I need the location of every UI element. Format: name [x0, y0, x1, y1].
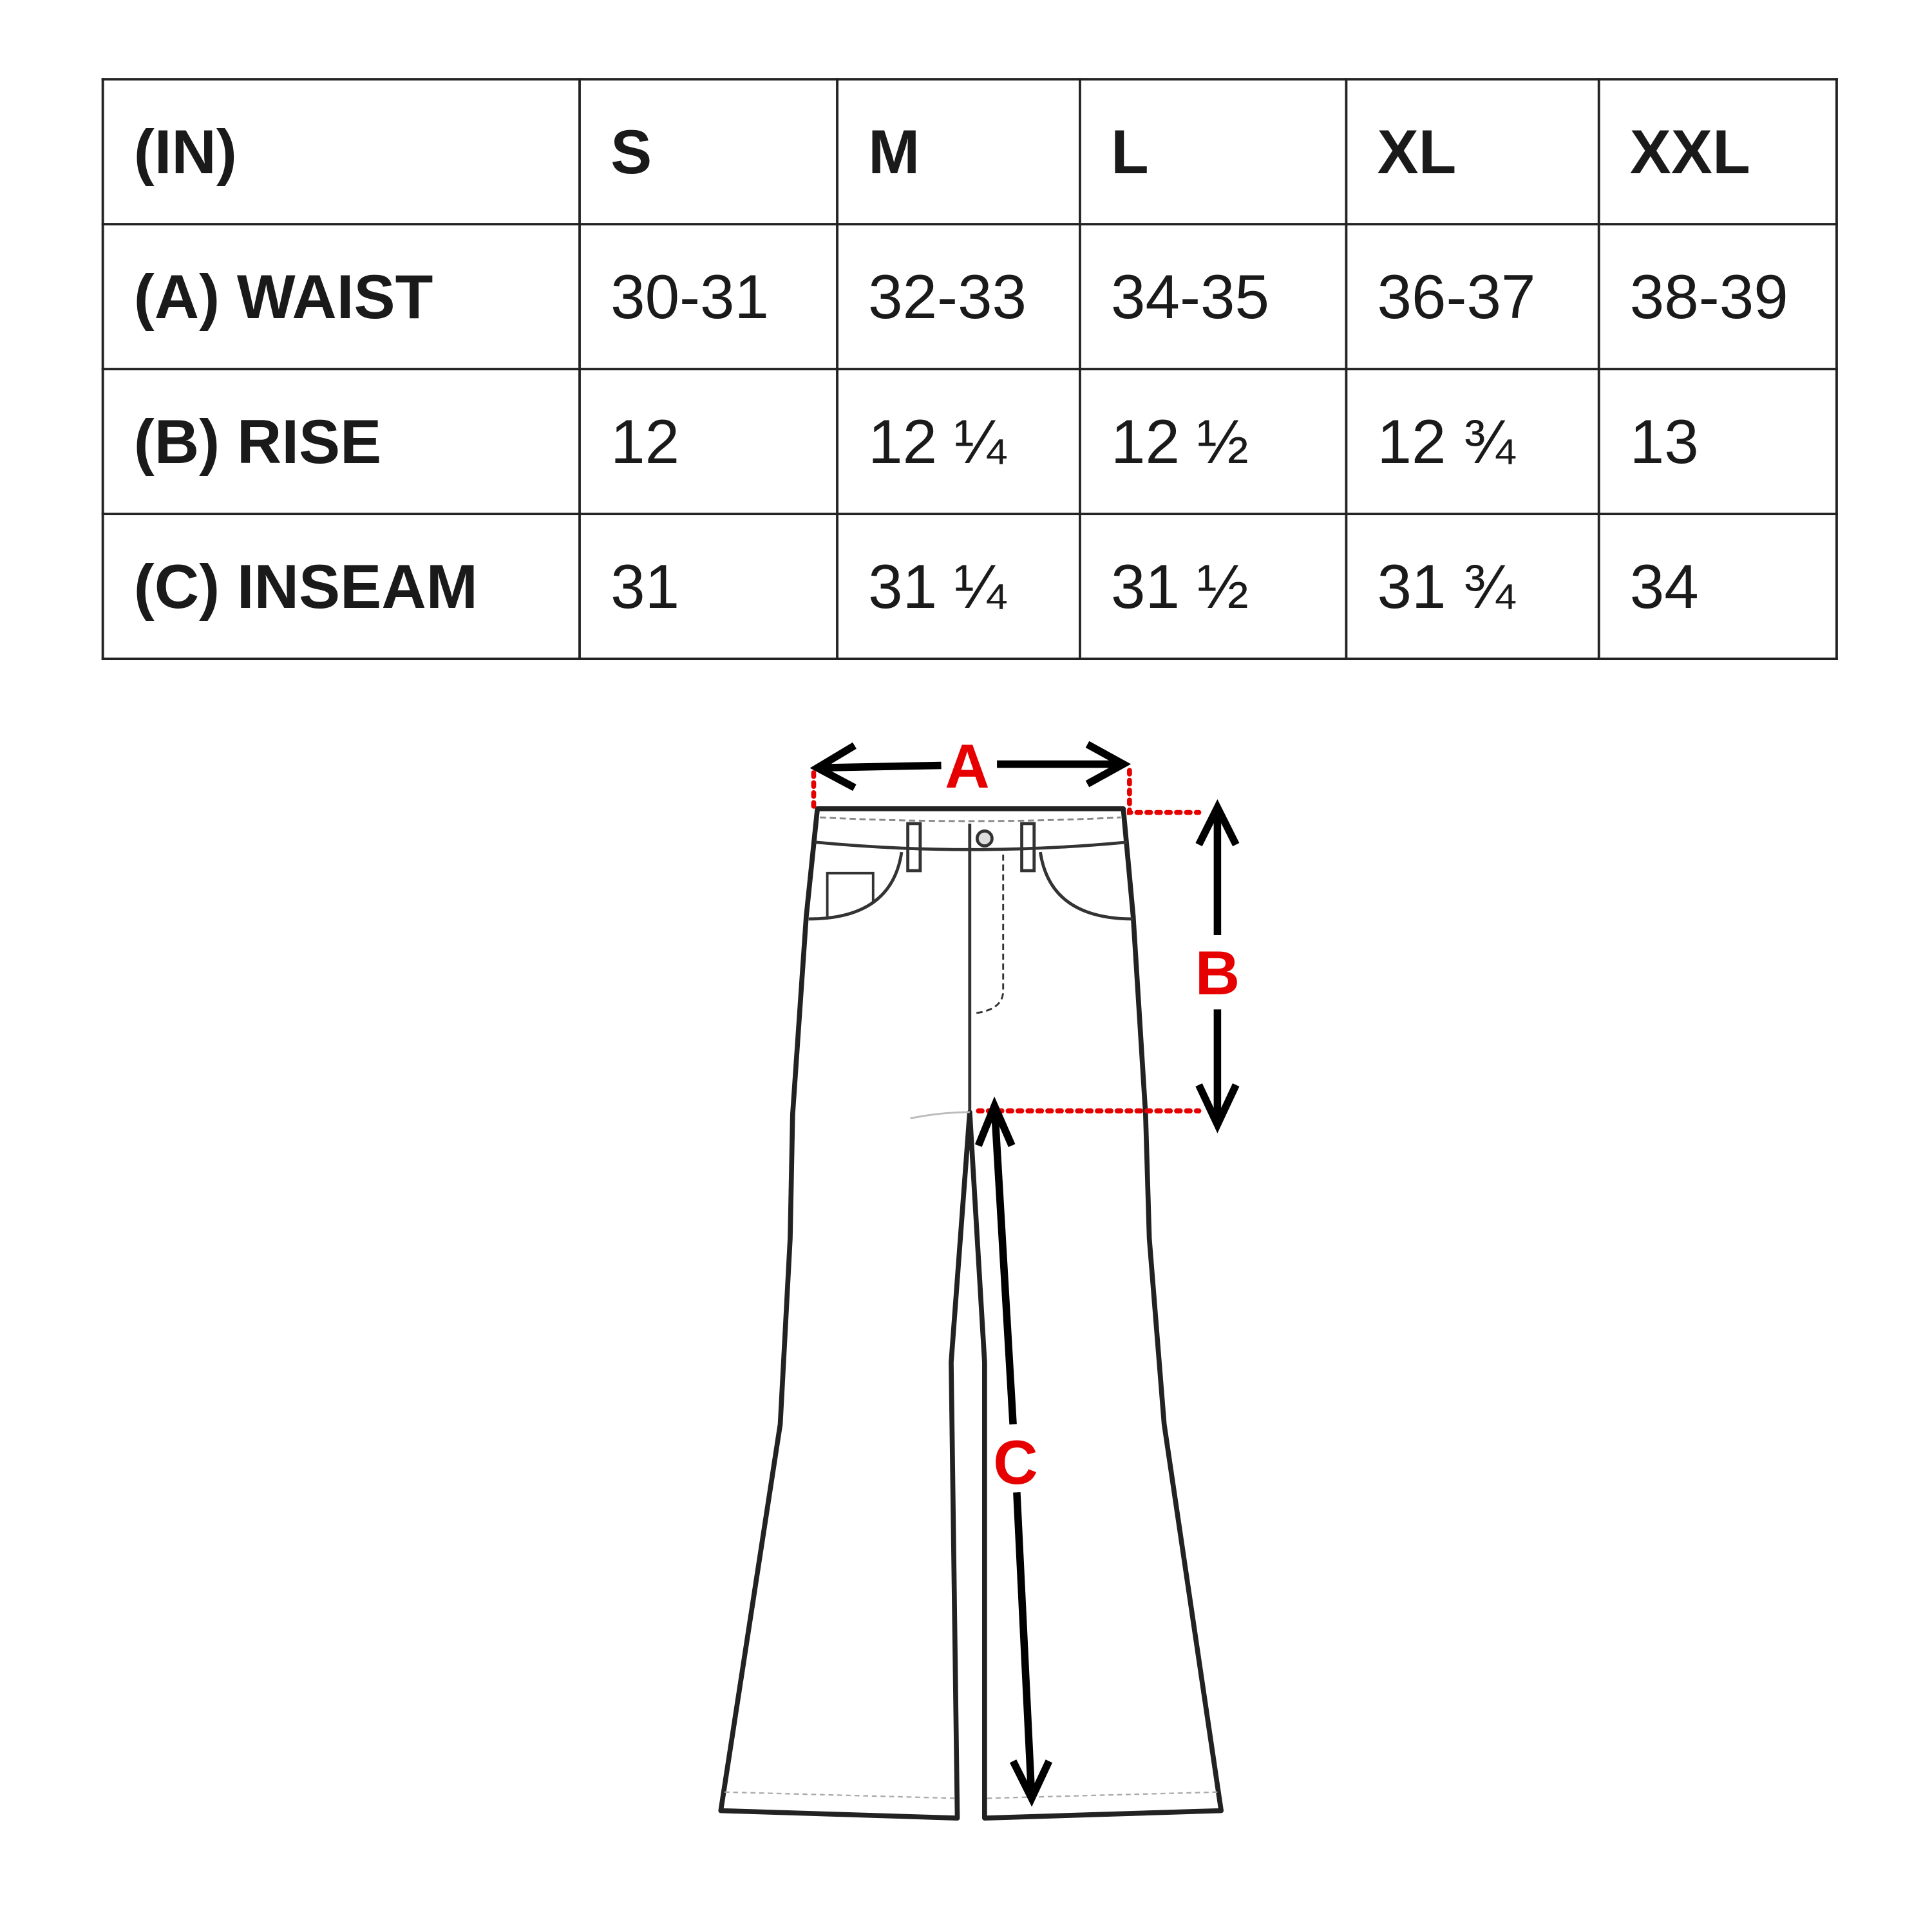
- cell: 32-33: [836, 223, 1081, 371]
- cell: 13: [1597, 368, 1838, 516]
- cell: 30-31: [578, 223, 838, 371]
- header-size-xxl: XXL: [1597, 78, 1838, 226]
- measure-b: B: [976, 799, 1240, 1133]
- table-header-row: (IN) S M L XL XXL: [101, 78, 1838, 226]
- measure-a: A: [810, 732, 1202, 815]
- size-table: (IN) S M L XL XXL (A) WAIST 30-31 32-33 …: [101, 78, 1838, 661]
- cell: 38-39: [1597, 223, 1838, 371]
- pants-outline: [718, 806, 1224, 1821]
- cell: 31: [578, 513, 838, 661]
- label-c: C: [993, 1428, 1037, 1497]
- cell: 36-37: [1345, 223, 1600, 371]
- header-size-s: S: [578, 78, 838, 226]
- cell: 31 ¼: [836, 513, 1081, 661]
- cell: 31 ½: [1079, 513, 1348, 661]
- header-unit: (IN): [101, 78, 581, 226]
- cell: 34: [1597, 513, 1838, 661]
- table-row-waist: (A) WAIST 30-31 32-33 34-35 36-37 38-39: [101, 223, 1838, 371]
- row-label: (C) INSEAM: [101, 513, 581, 661]
- row-label: (A) WAIST: [101, 223, 581, 371]
- header-size-l: L: [1079, 78, 1348, 226]
- cell: 12 ¾: [1345, 368, 1600, 516]
- header-size-m: M: [836, 78, 1081, 226]
- pants-details: [724, 816, 1218, 1799]
- cell: 34-35: [1079, 223, 1348, 371]
- table-row-inseam: (C) INSEAM 31 31 ¼ 31 ½ 31 ¾ 34: [101, 513, 1838, 661]
- header-size-xl: XL: [1345, 78, 1600, 226]
- cell: 12 ¼: [836, 368, 1081, 516]
- cell: 31 ¾: [1345, 513, 1600, 661]
- label-b: B: [1195, 939, 1240, 1008]
- table-row-rise: (B) RISE 12 12 ¼ 12 ½ 12 ¾ 13: [101, 368, 1838, 516]
- measure-c: C: [974, 1096, 1053, 1807]
- label-a: A: [945, 732, 989, 801]
- row-label: (B) RISE: [101, 368, 581, 516]
- cell: 12: [578, 368, 838, 516]
- cell: 12 ½: [1079, 368, 1348, 516]
